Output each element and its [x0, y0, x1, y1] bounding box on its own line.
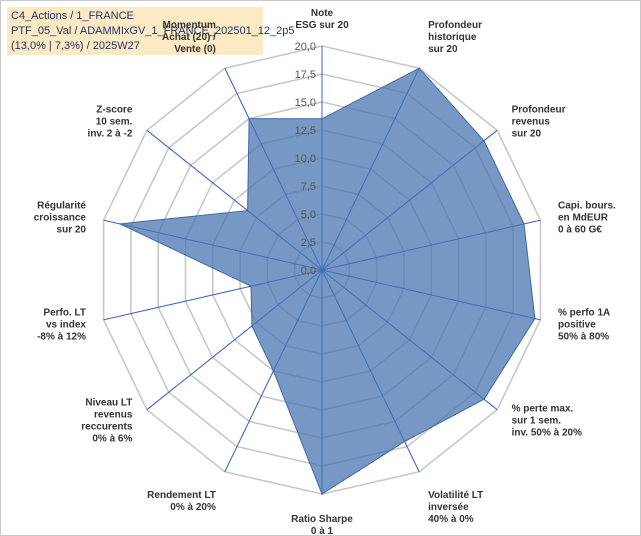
data-point: [119, 223, 121, 225]
data-point: [534, 317, 536, 320]
tick-label: 17,5: [295, 69, 316, 81]
axis-label-line: Capi. bours.: [558, 201, 616, 212]
axis-label: Note ESG sur 20: [295, 8, 349, 31]
tick-label: 7,5: [301, 181, 316, 193]
axis-label: Profondeur historique sur 20: [428, 20, 482, 55]
chart-info-box: C4_Actions / 1_FRANCE PTF_05_Val / ADAMM…: [7, 7, 295, 55]
tick-label: 15,0: [295, 97, 316, 109]
axis-label-line: Momentum: [163, 20, 216, 31]
tick-label: 20,0: [295, 41, 316, 53]
axis-label: Z-score 10 sem. inv. 2 à -2: [88, 104, 133, 139]
axis-label-line: 0% à 6%: [92, 434, 132, 445]
axis-label: Niveau LT revenus reccurents 0% à 6%: [81, 398, 133, 445]
axis-label-line: 0 à 60 G€: [558, 225, 602, 236]
axis-label-line: % perfo 1A: [558, 307, 610, 318]
tick-label: 10,0: [295, 153, 316, 165]
axis-label-line: -8% à 12%: [37, 331, 86, 342]
axis-label-line: Niveau LT: [85, 398, 132, 409]
axis-label-line: % perte max.: [512, 404, 574, 415]
axis-label-line: sur 20: [512, 128, 542, 139]
axis-label-line: Vente (0): [174, 44, 216, 55]
axis-label: Perfo. LT vs index -8% à 12%: [37, 307, 86, 342]
data-point: [418, 67, 421, 69]
axis-label: Volatilité LT inversée 40% à 0%: [428, 490, 483, 525]
radar-axis-labels: Note ESG sur 20 Profondeur historique sur 20…: [34, 8, 616, 536]
axis-label-line: sur 20: [57, 225, 87, 236]
axis-label-line: sur 1 sem.: [512, 416, 562, 427]
axis-label-line: 10 sem.: [96, 116, 133, 127]
tick-label: 12,5: [295, 125, 316, 137]
axis-label-line: Perfo. LT: [43, 307, 86, 318]
tick-label: 0,0: [301, 265, 316, 277]
axis-label-line: Rendement LT: [147, 490, 216, 501]
axis-label-line: historique: [428, 32, 477, 43]
data-point: [403, 440, 406, 443]
axis-label-line: ESG sur 20: [295, 20, 349, 31]
axis-label-line: 0 à 1: [311, 526, 334, 536]
axis-label-line: Note: [311, 8, 334, 19]
axis-label: Capi. bours. en MdEUR 0 à 60 G€: [558, 201, 616, 236]
axis-label-line: Profondeur: [428, 20, 482, 31]
tick-label: 2,5: [301, 237, 316, 249]
data-point: [250, 285, 252, 288]
axis-label-line: 50% à 80%: [558, 331, 609, 342]
axis-label-line: 40% à 0%: [428, 514, 474, 525]
axis-label: Momentum Achat (20) / Vente (0): [162, 20, 216, 55]
axis-label: Ratio Sharpe 0 à 1: [291, 514, 353, 536]
axis-label: Régularité croissance sur 20: [34, 201, 87, 236]
data-point: [321, 118, 323, 120]
axis-label-line: inv. 2 à -2: [88, 128, 133, 139]
data-point: [246, 209, 249, 212]
axis-label-line: revenus: [512, 116, 551, 127]
axis-label: Rendement LT 0% à 20%: [147, 490, 216, 513]
axis-label-line: Volatilité LT: [428, 490, 483, 501]
axis-label-line: revenus: [94, 410, 133, 421]
data-point: [321, 493, 323, 495]
axis-label-line: positive: [558, 319, 596, 330]
axis-label-line: vs index: [46, 319, 86, 330]
axis-label-line: en MdEUR: [558, 213, 609, 224]
axis-label-line: inv. 50% à 20%: [512, 428, 583, 439]
axis-label: Profondeur revenus sur 20: [512, 104, 566, 139]
axis-label-line: Z-score: [96, 104, 133, 115]
axis-label: % perte max. sur 1 sem. inv. 50% à 20%: [512, 404, 583, 439]
data-point: [251, 325, 253, 327]
info-line-1: C4_Actions / 1_FRANCE: [11, 10, 134, 22]
data-point: [248, 117, 250, 120]
axis-label-line: croissance: [34, 213, 87, 224]
axis-label-line: Régularité: [37, 201, 86, 212]
axis-label-line: inversée: [428, 502, 469, 513]
radar-series: [118, 67, 536, 495]
data-point: [523, 223, 525, 225]
axis-label-line: Profondeur: [512, 104, 566, 115]
data-point: [483, 398, 485, 401]
tick-label: 5,0: [301, 209, 316, 221]
radar-tick-labels: 0,0 2,5 5,0 7,5 10,0 12,5 15,0 17,5 20,0: [295, 41, 316, 277]
axis-label-line: Achat (20) /: [162, 32, 216, 43]
info-line-3: (13,0% | 7,3%) / 2025W27: [11, 40, 140, 52]
axis-label-line: sur 20: [428, 44, 458, 55]
axis-label-line: Ratio Sharpe: [291, 514, 353, 525]
data-point: [483, 140, 485, 142]
axis-label-line: 0% à 20%: [170, 502, 216, 513]
data-point: [272, 370, 275, 372]
axis-label-line: reccurents: [81, 422, 133, 433]
axis-label: % perfo 1A positive 50% à 80%: [558, 307, 610, 342]
info-line-2: PTF_05_Val / ADAMMIxGV_1_FRANCE_202501_1…: [11, 25, 295, 37]
